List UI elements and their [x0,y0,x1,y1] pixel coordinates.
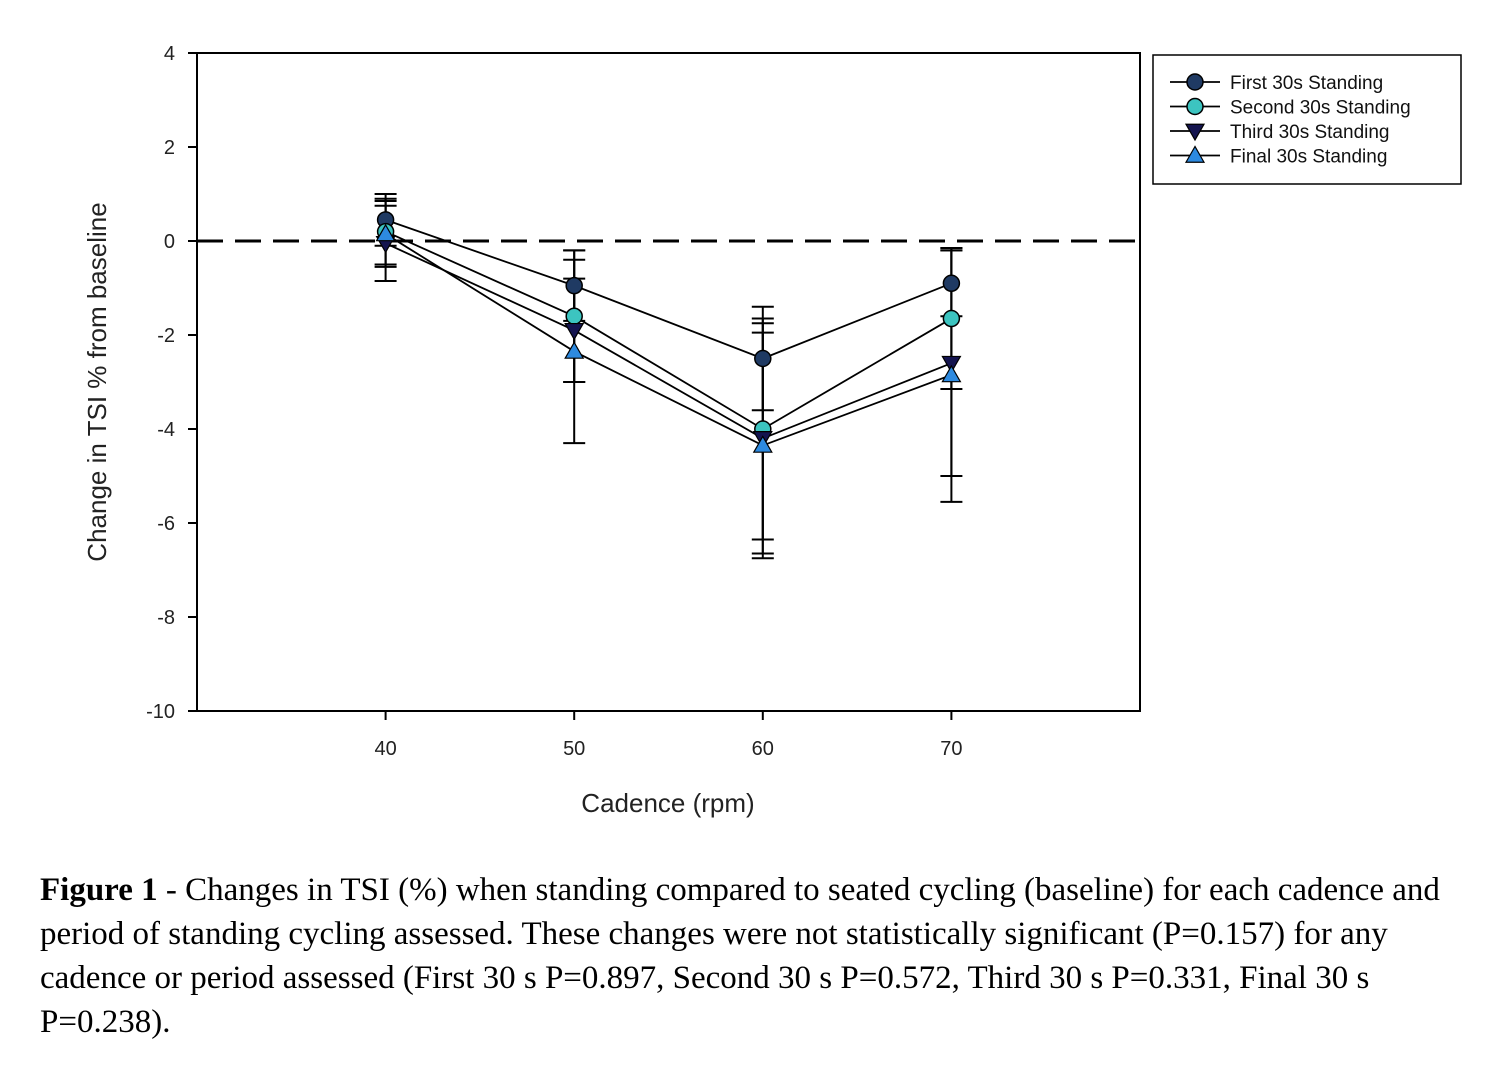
data-point [565,276,583,295]
data-point [942,274,961,293]
data-point [375,223,396,242]
y-tick-label: -10 [146,701,175,723]
x-tick-label: 70 [940,738,962,760]
legend-label: Third 30s Standing [1230,122,1390,143]
data-point [942,309,961,328]
y-tick-label: -2 [157,325,175,347]
x-axis-title: Cadence (rpm) [581,788,754,818]
x-tick-label: 40 [374,738,396,760]
series-line [385,230,952,431]
series-line [385,233,952,447]
legend-label: Final 30s Standing [1230,147,1387,168]
series-line [385,242,952,440]
x-tick-label: 60 [752,738,774,760]
y-tick-label: -6 [157,513,175,535]
data-point [941,364,962,383]
figure-caption: Figure 1 - Changes in TSI (%) when stand… [40,868,1476,1044]
legend-marker [1186,97,1204,116]
y-tick-label: 0 [164,231,175,253]
data-point [565,307,583,325]
x-tick-label: 50 [563,738,585,760]
legend-marker [1186,73,1204,91]
data-point [941,355,962,374]
y-axis: 4 2 0 -2 -4 -6 -8 -10 [146,43,197,723]
y-tick-label: -8 [157,607,175,629]
legend-marker [1184,145,1206,163]
x-axis: 40 50 60 70 [374,711,963,760]
legend-label: First 30s Standing [1230,73,1383,94]
y-axis-title: Change in TSI % from baseline [82,202,112,561]
chart: 4 2 0 -2 -4 -6 -8 -10 40 50 60 70 Cadence (rpm) Ch… [82,43,1462,818]
y-tick-label: -4 [157,419,175,441]
caption-label: Figure 1 [40,872,158,908]
y-tick-label: 2 [164,137,175,159]
data-point [564,322,585,341]
caption-text: - Changes in TSI (%) when standing compa… [40,872,1440,1040]
y-tick-label: 4 [164,43,175,65]
plot-area-frame [196,52,1141,712]
data-point [752,435,773,453]
series-layer [374,193,963,560]
legend: First 30s Standing Second 30s Standing Thi… [1152,54,1462,185]
series-line [385,219,952,360]
error-bars [374,193,963,560]
legend-marker [1184,123,1206,142]
legend-label: Second 30s Standing [1230,98,1411,119]
data-point [754,349,772,368]
data-point [564,341,585,359]
